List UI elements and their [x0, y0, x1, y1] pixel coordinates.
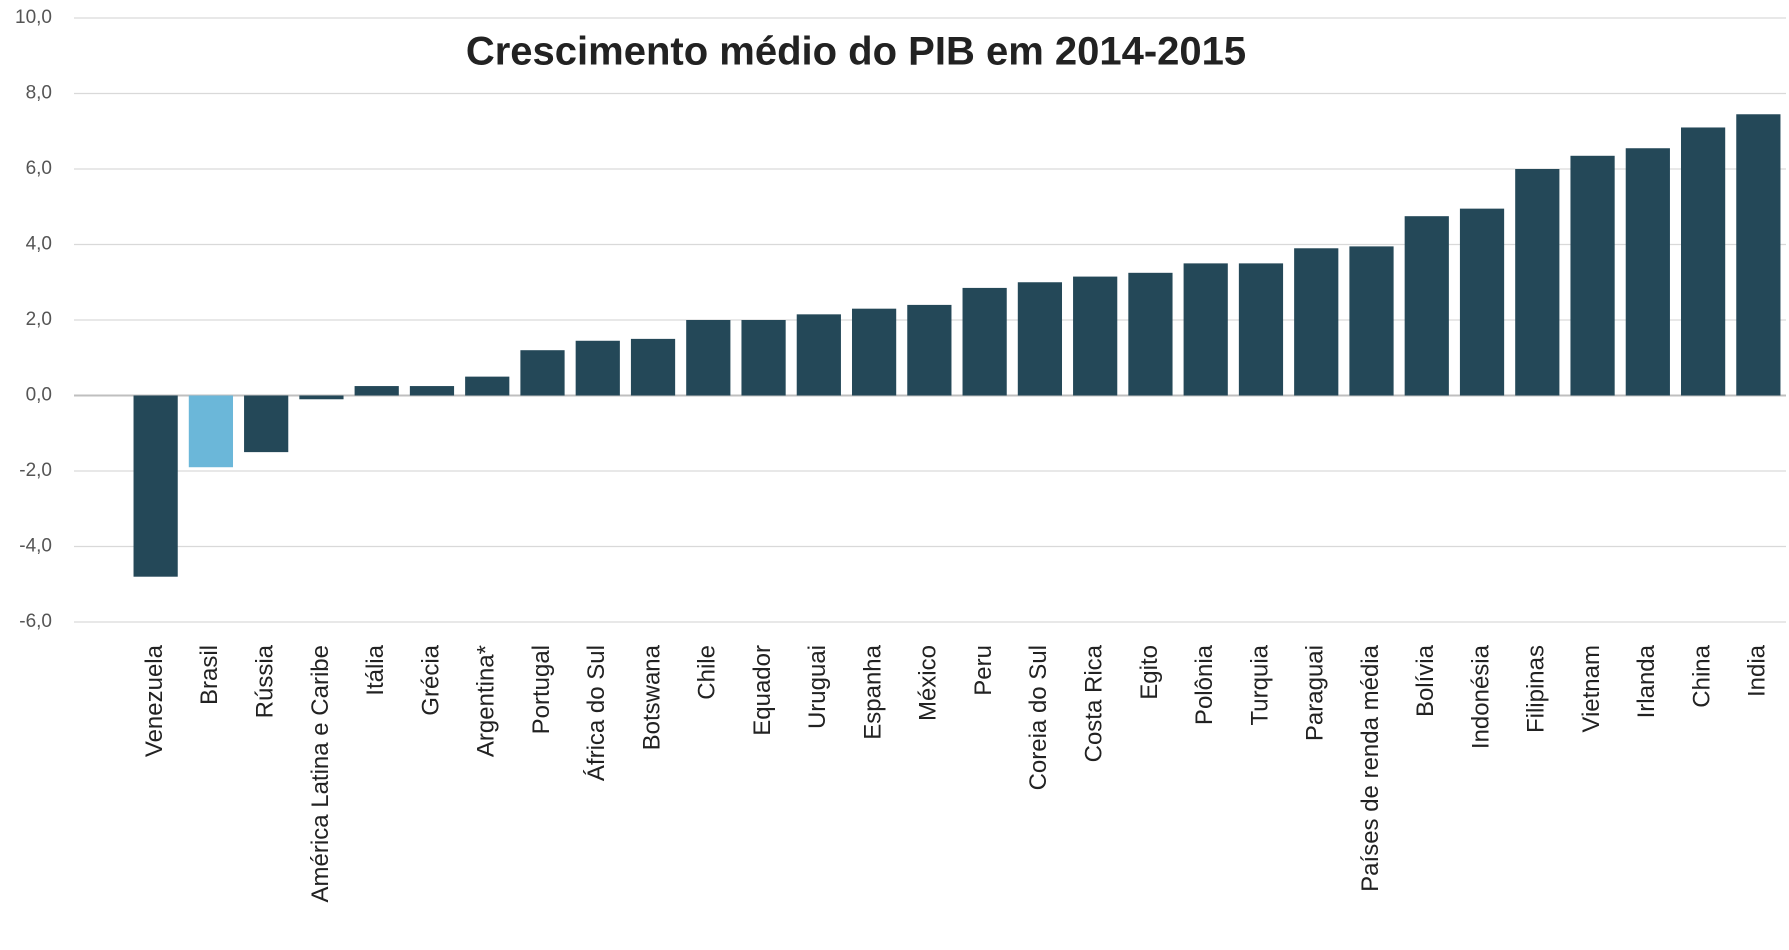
bar — [962, 287, 1007, 396]
x-tick-label: Bolívia — [1412, 644, 1439, 717]
bar — [1680, 127, 1726, 396]
y-tick-label: 6,0 — [26, 158, 52, 179]
x-tick-label: India — [1744, 644, 1771, 697]
bar — [1017, 282, 1063, 396]
y-tick-label: -2,0 — [19, 460, 52, 481]
bar — [575, 340, 620, 396]
bar — [354, 386, 399, 396]
x-tick-label: Itália — [362, 644, 389, 695]
x-tick-label: Turquia — [1246, 644, 1273, 725]
x-tick-label: África do Sul — [583, 645, 610, 781]
bar — [1349, 246, 1394, 396]
y-tick-label: 0,0 — [26, 385, 52, 406]
x-tick-label: Irlanda — [1633, 644, 1660, 718]
bar — [630, 338, 676, 396]
bar — [741, 320, 786, 396]
bar — [1238, 263, 1284, 396]
x-tick-label: Paraguai — [1302, 645, 1329, 741]
x-tick-label: Costa Rica — [1081, 644, 1108, 762]
x-tick-label: Egito — [1136, 645, 1163, 700]
bar — [409, 386, 455, 396]
x-tick-label: Botswana — [638, 644, 665, 750]
x-tick-label: Venezuela — [141, 644, 168, 757]
x-tick-label: Grécia — [417, 644, 444, 715]
x-tick-label: Coreia do Sul — [1025, 645, 1052, 790]
bar — [686, 320, 731, 396]
x-tick-label: América Latina e Caribe — [307, 645, 334, 902]
x-tick-label: China — [1688, 644, 1715, 707]
bar — [1570, 155, 1615, 396]
bar — [1073, 276, 1118, 396]
bar — [851, 308, 897, 396]
bar — [907, 304, 952, 396]
y-tick-label: 2,0 — [26, 309, 52, 330]
bar — [1736, 114, 1781, 396]
x-tick-label: México — [915, 645, 942, 721]
x-tick-label: Argentina* — [473, 645, 500, 757]
bar — [1128, 272, 1173, 396]
bar — [1625, 148, 1670, 396]
y-tick-label: -4,0 — [19, 536, 52, 557]
bar — [1183, 263, 1228, 396]
bar — [465, 376, 510, 396]
x-tick-label: Peru — [970, 645, 997, 696]
bar — [188, 395, 234, 468]
bar — [1459, 208, 1505, 396]
x-tick-label: Rússia — [252, 644, 279, 718]
x-tick-label: Chile — [694, 645, 721, 700]
y-tick-label: 8,0 — [26, 83, 52, 104]
bar — [133, 395, 178, 577]
x-tick-label: Indonésia — [1467, 644, 1494, 749]
chart-title: Crescimento médio do PIB em 2014-2015 — [466, 30, 1246, 74]
bar — [1294, 248, 1339, 396]
x-tick-label: Países de renda média — [1357, 644, 1384, 891]
x-tick-label: Filipinas — [1523, 645, 1550, 733]
y-tick-label: 10,0 — [15, 7, 52, 28]
bar — [244, 395, 289, 453]
x-tick-label: Polônia — [1191, 644, 1218, 725]
y-tick-label: 4,0 — [26, 234, 52, 255]
x-tick-label: Vietnam — [1578, 645, 1605, 733]
x-tick-label: Equador — [749, 645, 776, 736]
x-tick-label: Portugal — [528, 645, 555, 734]
bar — [520, 350, 565, 396]
bar — [1515, 169, 1560, 396]
x-tick-label: Brasil — [196, 645, 223, 705]
bar — [796, 314, 841, 396]
bar — [1404, 216, 1449, 396]
y-tick-label: -6,0 — [19, 611, 52, 632]
x-tick-label: Uruguai — [804, 645, 831, 729]
bar — [299, 395, 344, 400]
x-tick-label: Espanha — [859, 644, 886, 739]
